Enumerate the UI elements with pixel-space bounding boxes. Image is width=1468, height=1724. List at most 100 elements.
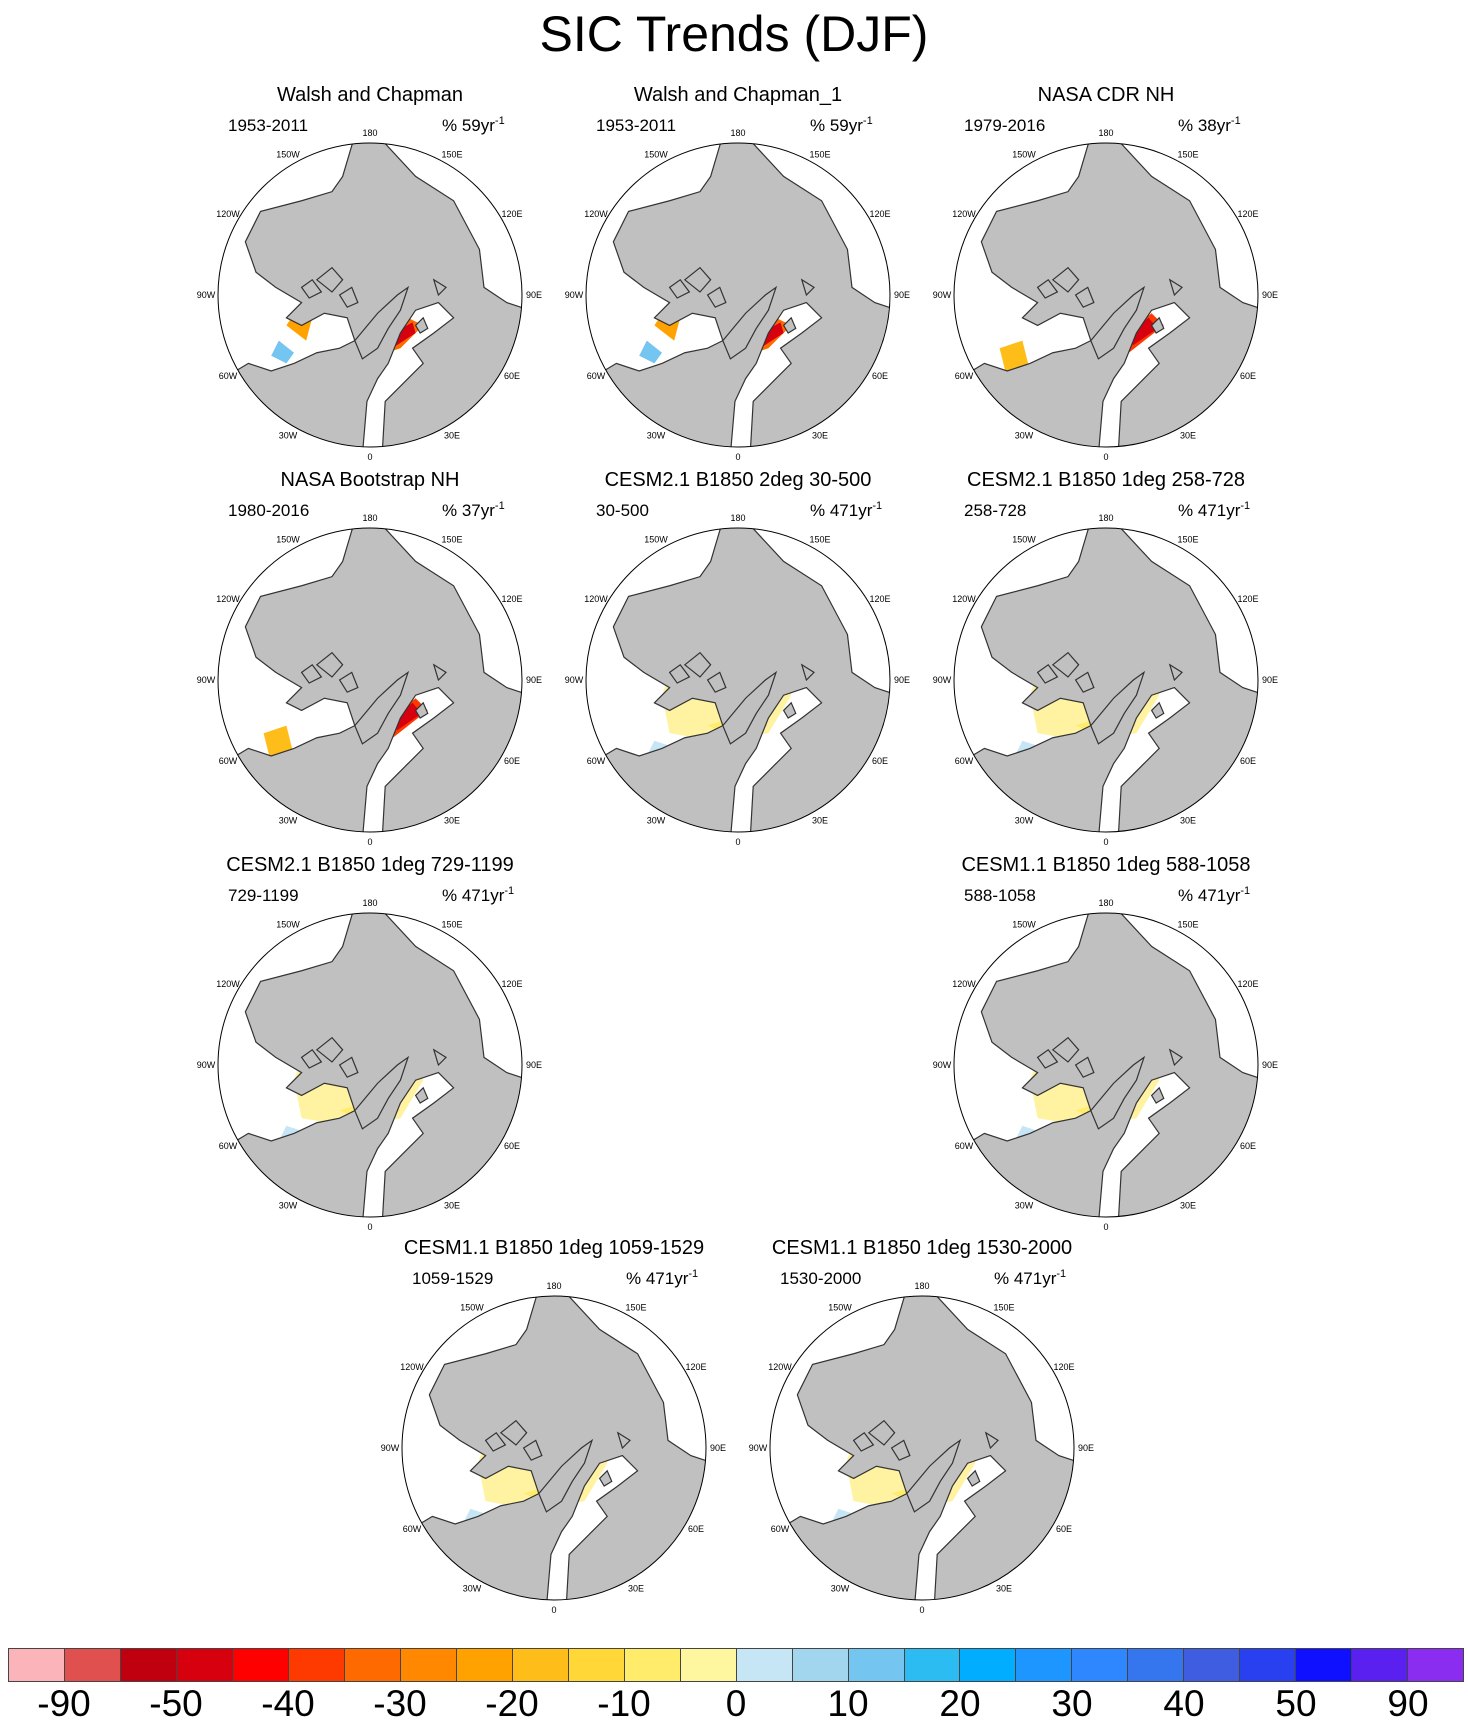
longitude-label: 60W — [403, 1524, 422, 1534]
longitude-label: 120W — [400, 1362, 424, 1372]
longitude-label: 90E — [710, 1443, 726, 1453]
map-border — [769, 1295, 1075, 1601]
longitude-label: 180 — [1098, 898, 1113, 908]
panel-period: 30-500 — [596, 501, 649, 520]
colorbar-label: 90 — [1387, 1683, 1429, 1724]
land-mass — [890, 1439, 911, 1461]
colorbar-label: -50 — [149, 1683, 203, 1724]
longitude-label: 0 — [1103, 452, 1108, 462]
longitude-label: 150W — [1012, 150, 1036, 160]
longitude-label: 90E — [1262, 1060, 1278, 1070]
panel-title: NASA CDR NH — [1038, 84, 1175, 106]
longitude-label: 60E — [504, 371, 520, 381]
colorbar-label: 30 — [1051, 1683, 1093, 1724]
land-mass — [1150, 701, 1165, 719]
longitude-label: 30W — [647, 430, 666, 440]
panel-title: Walsh and Chapman — [277, 84, 463, 106]
map-panel: 180 150W 120W 90W 60W 30W 0 30E 60E 90E 120E 150E CE… — [933, 854, 1278, 1232]
longitude-label: 30W — [647, 815, 666, 825]
map-border — [585, 527, 891, 833]
colorbar-box — [1408, 1649, 1465, 1681]
longitude-label: 0 — [919, 1605, 924, 1615]
map-border — [953, 142, 1259, 448]
panel-title: CESM1.1 B1850 1deg 1530-2000 — [772, 1237, 1072, 1259]
longitude-label: 150W — [828, 1303, 852, 1313]
land-mass — [300, 278, 323, 299]
longitude-label: 120W — [216, 594, 240, 604]
longitude-label: 90W — [197, 290, 216, 300]
longitude-label: 90W — [565, 290, 584, 300]
longitude-label: 120E — [870, 594, 891, 604]
longitude-label: 120E — [1054, 1362, 1075, 1372]
longitude-label: 30E — [444, 1200, 460, 1210]
longitude-label: 120W — [216, 979, 240, 989]
longitude-label: 30W — [463, 1583, 482, 1593]
land-mass — [414, 316, 429, 334]
longitude-label: 150E — [625, 1303, 646, 1313]
land-mass — [966, 1469, 981, 1487]
panel-period: 588-1058 — [964, 886, 1036, 905]
map-panel: 180 150W 120W 90W 60W 30W 0 30E 60E 90E 120E 150E CE… — [197, 854, 542, 1232]
longitude-label: 60W — [219, 756, 238, 766]
panel-period: 258-728 — [964, 501, 1026, 520]
land-mass — [354, 285, 410, 360]
longitude-label: 90E — [1262, 675, 1278, 685]
land-mass — [218, 143, 522, 447]
longitude-label: 60E — [872, 756, 888, 766]
land-mass — [906, 1438, 962, 1513]
longitude-label: 120E — [1238, 209, 1259, 219]
longitude-label: 120W — [768, 1362, 792, 1372]
land-mass — [432, 1048, 447, 1067]
longitude-label: 180 — [730, 513, 745, 523]
longitude-label: 30W — [1015, 430, 1034, 440]
colorbar-box — [736, 1649, 793, 1681]
panel-title: CESM2.1 B1850 2deg 30-500 — [605, 469, 872, 491]
land-mass — [315, 651, 344, 678]
panel-title: CESM1.1 B1850 1deg 588-1058 — [961, 854, 1250, 876]
land-mass — [852, 1431, 875, 1452]
longitude-label: 0 — [551, 1605, 556, 1615]
longitude-label: 150W — [1012, 920, 1036, 930]
panel-title: CESM1.1 B1850 1deg 1059-1529 — [404, 1237, 704, 1259]
land-mass — [1168, 663, 1183, 682]
colorbar-box — [344, 1649, 401, 1681]
longitude-label: 90W — [749, 1443, 768, 1453]
map-panel: 180 150W 120W 90W 60W 30W 0 30E 60E 90E 120E 150E NA… — [197, 469, 542, 847]
longitude-label: 60E — [1240, 756, 1256, 766]
land-mass — [354, 670, 410, 745]
longitude-label: 30E — [1180, 1200, 1196, 1210]
land-mass — [1051, 1036, 1080, 1063]
colorbar-box — [904, 1649, 961, 1681]
panel-units: % 471yr-1 — [1178, 500, 1250, 520]
longitude-label: 150E — [809, 150, 830, 160]
longitude-label: 90W — [933, 290, 952, 300]
map-panel: 180 150W 120W 90W 60W 30W 0 30E 60E 90E 120E 150E Wa… — [197, 84, 542, 462]
longitude-label: 60W — [771, 1524, 790, 1534]
land-mass — [432, 278, 447, 297]
longitude-label: 30W — [1015, 1200, 1034, 1210]
longitude-label: 60W — [587, 756, 606, 766]
land-mass — [706, 671, 727, 693]
land-mass — [782, 316, 797, 334]
land-mass — [586, 528, 890, 832]
land-mass — [338, 286, 359, 308]
colorbar-label: 20 — [939, 1683, 981, 1724]
land-mass — [218, 913, 522, 1217]
land-mass — [1074, 1056, 1095, 1078]
land-mass — [538, 1438, 594, 1513]
longitude-label: 150E — [441, 920, 462, 930]
colorbar-box — [624, 1649, 681, 1681]
map-panel: 180 150W 120W 90W 60W 30W 0 30E 60E 90E 120E 150E CE… — [381, 1237, 726, 1615]
longitude-label: 60W — [955, 756, 974, 766]
map-panel: 180 150W 120W 90W 60W 30W 0 30E 60E 90E 120E 150E CE… — [565, 469, 910, 847]
land-mass — [706, 286, 727, 308]
colorbar-box — [1072, 1649, 1129, 1681]
land-mass — [1090, 1055, 1146, 1130]
colorbar-label: 0 — [725, 1683, 747, 1724]
colorbar-box — [848, 1649, 905, 1681]
trend-region — [271, 340, 294, 364]
longitude-label: 30E — [444, 815, 460, 825]
map-border — [401, 1295, 707, 1601]
longitude-label: 30W — [1015, 815, 1034, 825]
map-panel: 180 150W 120W 90W 60W 30W 0 30E 60E 90E 120E 150E Wa… — [565, 84, 910, 462]
